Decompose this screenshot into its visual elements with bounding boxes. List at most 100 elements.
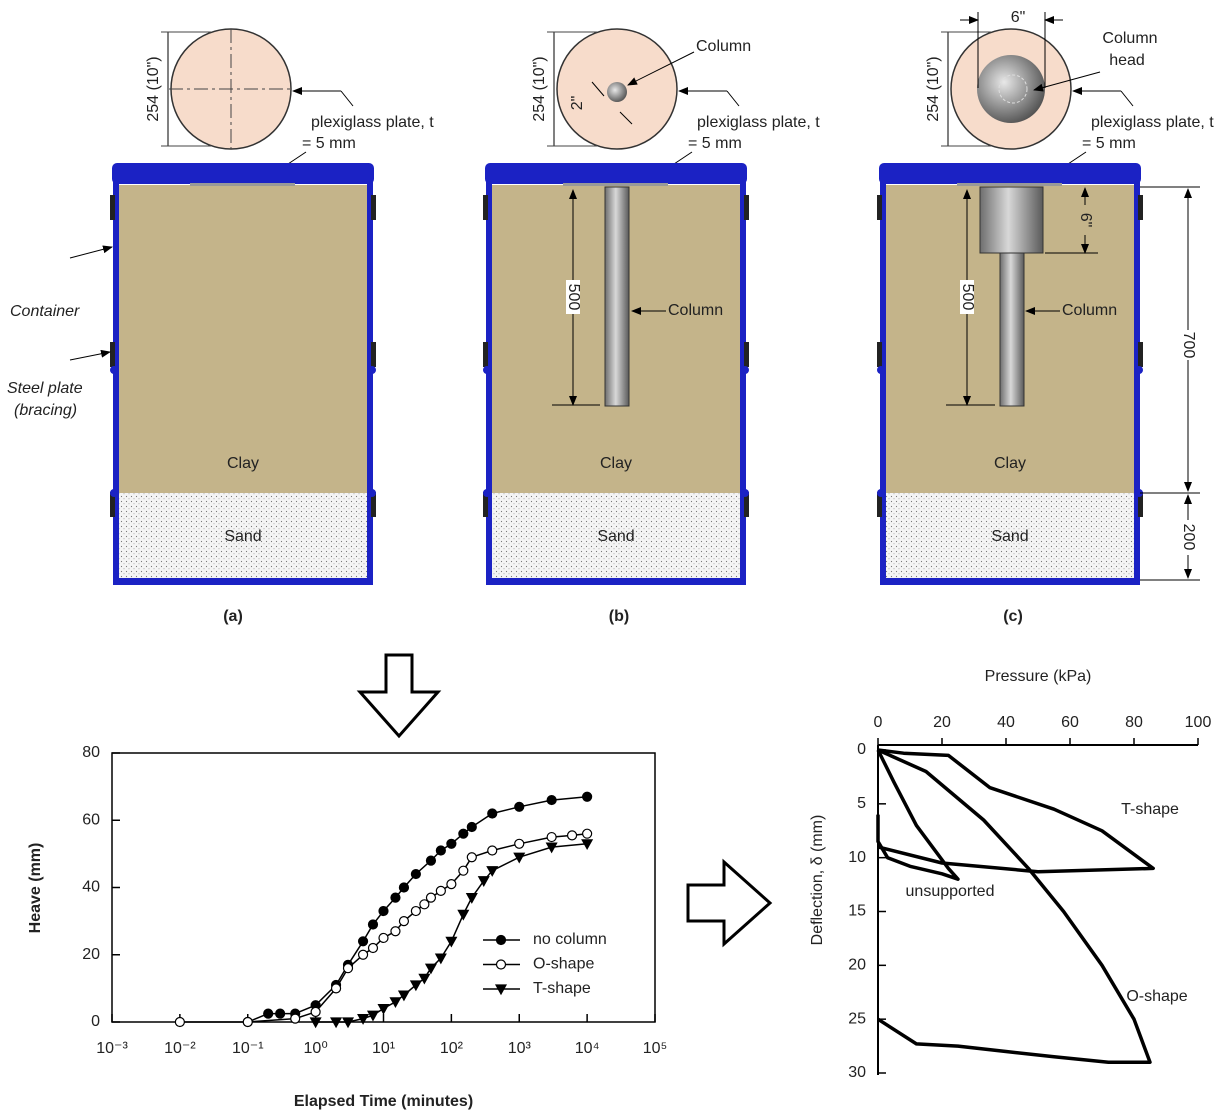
y-tick-label: 10: [848, 849, 866, 866]
data-point: [514, 853, 524, 862]
steel-plate: [483, 342, 488, 367]
y-tick-label: 30: [848, 1064, 866, 1081]
x-tick-label: 10⁵: [643, 1040, 667, 1057]
bracing-label: (bracing): [14, 402, 77, 419]
wall-bump: [741, 366, 749, 374]
container-wall: [486, 168, 492, 585]
flow-arrow-right: [688, 862, 770, 944]
x-tick-label: 0: [874, 714, 883, 731]
data-point: [359, 950, 368, 959]
x-tick-label: 10⁻³: [96, 1040, 128, 1057]
y-tick-label: 0: [91, 1013, 100, 1030]
wall-bump: [877, 366, 885, 374]
plate-thickness: = 5 mm: [688, 135, 742, 152]
head-depth: 6": [1077, 213, 1094, 228]
x-tick-label: 10¹: [372, 1040, 395, 1057]
column-length: 500: [565, 284, 582, 311]
data-point: [311, 1007, 320, 1016]
container-wall: [880, 168, 886, 585]
container-top: [112, 163, 374, 184]
legend-label: no column: [533, 931, 607, 948]
data-point: [583, 792, 592, 801]
plexiglass-line: [957, 183, 1062, 186]
plate-size: 254 (10"): [531, 56, 548, 121]
data-point: [497, 960, 506, 969]
data-point: [458, 910, 468, 919]
data-point: [426, 893, 435, 902]
wall-bump: [483, 366, 491, 374]
data-point: [291, 1014, 300, 1023]
y-tick-label: 40: [82, 879, 100, 896]
leader: [341, 91, 353, 106]
flow-arrow-down: [360, 655, 438, 736]
data-point: [447, 880, 456, 889]
steel-plate: [371, 195, 376, 220]
data-point: [368, 920, 377, 929]
data-point: [515, 839, 524, 848]
sand-label: Sand: [991, 528, 1028, 545]
steel-plate: [1138, 342, 1143, 367]
y-tick-label: 20: [848, 957, 866, 974]
wall-bump: [368, 489, 376, 497]
clay-label: Clay: [227, 455, 259, 472]
x-tick-label: 10²: [440, 1040, 464, 1057]
sand-label: Sand: [224, 528, 261, 545]
plate-note: plexiglass plate, t: [1091, 114, 1214, 131]
data-point: [399, 883, 408, 892]
data-point: [479, 877, 489, 886]
container-top: [485, 163, 747, 184]
steel-plate: [371, 342, 376, 367]
data-point: [264, 1009, 273, 1018]
data-point: [583, 829, 592, 838]
data-point: [276, 1009, 285, 1018]
plate-thickness: = 5 mm: [302, 135, 356, 152]
column-length: 500: [959, 284, 976, 311]
y-tick-label: 25: [848, 1010, 866, 1027]
data-point: [359, 937, 368, 946]
plexiglass-line: [190, 183, 295, 186]
x-axis-title: Elapsed Time (minutes): [294, 1093, 473, 1110]
data-point: [175, 1018, 184, 1027]
column-top-label: Column: [696, 38, 751, 55]
x-tick-label: 100: [1185, 714, 1212, 731]
plate-size: 254 (10"): [145, 56, 162, 121]
data-point: [547, 796, 556, 805]
data-point: [426, 856, 435, 865]
series-label: T-shape: [1121, 801, 1179, 818]
y-tick-label: 5: [857, 795, 866, 812]
data-point: [515, 802, 524, 811]
clay-label: Clay: [600, 455, 632, 472]
data-point: [467, 853, 476, 862]
leader-arrow: [70, 247, 112, 258]
column-side-label: Column: [1062, 302, 1117, 319]
data-point: [436, 886, 445, 895]
sand-depth: 200: [1180, 524, 1197, 551]
series-label: O-shape: [1126, 988, 1187, 1005]
wall-bump: [877, 489, 885, 497]
data-point: [390, 998, 400, 1007]
leader: [727, 91, 739, 106]
legend-label: O-shape: [533, 956, 594, 973]
data-point: [379, 933, 388, 942]
data-point: [243, 1018, 252, 1027]
steel-plate-label: Steel plate: [7, 380, 83, 397]
container-label: Container: [10, 303, 80, 320]
x-tick-label: 10³: [508, 1040, 532, 1057]
data-point: [497, 936, 506, 945]
steel-plate: [877, 342, 882, 367]
data-point: [368, 944, 377, 953]
x-axis-title: Pressure (kPa): [985, 668, 1092, 685]
data-point: [447, 839, 456, 848]
plate-size: 254 (10"): [925, 56, 942, 121]
clay-layer: [118, 185, 368, 493]
series-line: [180, 834, 587, 1022]
container-wall: [113, 168, 119, 585]
data-point: [391, 927, 400, 936]
wall-bump: [368, 366, 376, 374]
container-bottom: [880, 578, 1140, 585]
column: [605, 187, 629, 406]
steel-plate: [483, 195, 488, 220]
container-wall: [367, 168, 373, 585]
data-point: [379, 1005, 389, 1014]
y-tick-label: 0: [857, 741, 866, 758]
